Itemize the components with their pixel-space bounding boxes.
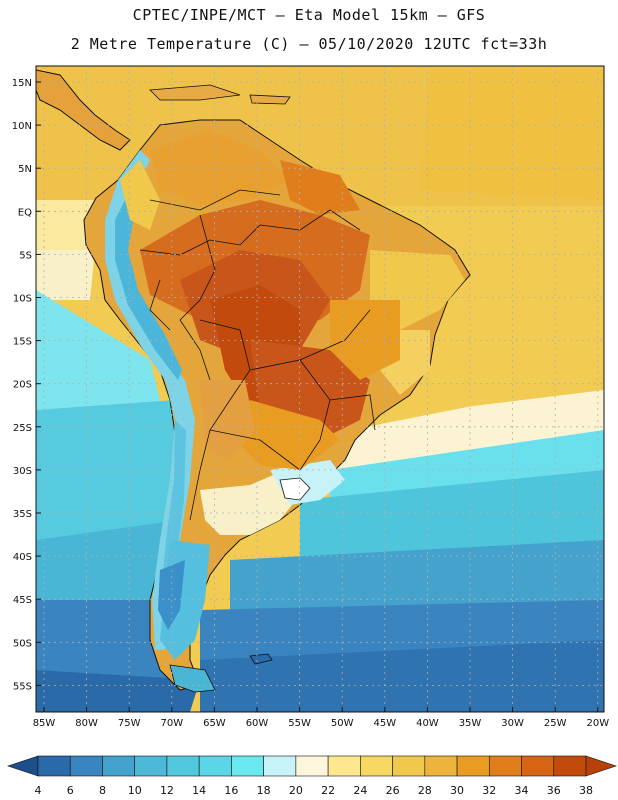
lat-tick-label: EQ (18, 207, 32, 218)
colorbar-swatch (488, 755, 522, 777)
lat-tick-label: 5N (18, 164, 32, 175)
colorbar-swatch (134, 755, 168, 777)
latitude-axis: 15N 10N 5N EQ 5S 10S 15S 20S 25S 30S 35S 40S 45S 50S 5… (12, 78, 41, 692)
colorbar-tick-label: 22 (321, 784, 335, 797)
lat-tick-label: 35S (13, 509, 32, 520)
lat-tick-label: 20S (13, 380, 32, 391)
colorbar-tick-label: 32 (482, 784, 496, 797)
chart-title-line1: CPTEC/INPE/MCT – Eta Model 15km – GFS (132, 6, 486, 24)
colorbar-swatch (69, 755, 103, 777)
colorbar-tick-label: 10 (128, 784, 142, 797)
lat-tick-label: 10N (12, 121, 32, 132)
colorbar-tick-label: 12 (160, 784, 174, 797)
lon-tick-label: 40W (416, 718, 439, 729)
colorbar-swatch (102, 755, 136, 777)
colorbar-swatch (424, 755, 458, 777)
lon-tick-label: 80W (75, 718, 98, 729)
lon-tick-label: 30W (501, 718, 524, 729)
lon-tick-label: 20W (586, 718, 609, 729)
colorbar-tick-label: 18 (257, 784, 271, 797)
lat-tick-label: 15N (12, 78, 32, 89)
colorbar-tick-label: 26 (386, 784, 400, 797)
colorbar-swatch (553, 755, 587, 777)
colorbar-swatch (37, 755, 71, 777)
map-grid (36, 66, 604, 712)
colorbar-tick-label: 16 (224, 784, 238, 797)
lon-tick-label: 70W (160, 718, 183, 729)
lat-tick-label: 55S (13, 681, 32, 692)
lat-tick-label: 10S (13, 294, 32, 305)
colorbar-tick-label: 20 (289, 784, 303, 797)
colorbar-tick-label: 8 (99, 784, 106, 797)
lon-tick-label: 35W (459, 718, 482, 729)
lat-tick-label: 5S (19, 250, 32, 261)
colorbar-tick-label: 36 (547, 784, 561, 797)
colorbar-swatch (198, 755, 232, 777)
colorbar-tick-label: 14 (192, 784, 206, 797)
colorbar-swatch (327, 755, 361, 777)
lon-tick-label: 45W (373, 718, 396, 729)
longitude-axis: 85W 80W 75W 70W 65W 60W 55W 50W 45W 40W 35W 30W 25W 2… (33, 707, 609, 729)
map-field (36, 66, 604, 712)
colorbar-tick-label: 34 (515, 784, 529, 797)
lat-tick-label: 45S (13, 595, 32, 606)
colorbar-swatch (231, 755, 264, 777)
colorbar-tick-label: 6 (67, 784, 74, 797)
colorbar-swatch (166, 755, 200, 777)
lat-tick-label: 40S (13, 552, 32, 563)
lon-tick-label: 55W (288, 718, 311, 729)
chart-title-line2: 2 Metre Temperature (C) – 05/10/2020 12U… (70, 35, 548, 53)
lon-tick-label: 50W (331, 718, 354, 729)
colorbar-tick-label: 38 (579, 784, 593, 797)
colorbar-tick-label: 30 (450, 784, 464, 797)
colorbar-swatch (456, 755, 490, 777)
colorbar-swatch (263, 755, 297, 777)
lat-tick-label: 30S (13, 466, 32, 477)
colorbar-swatch (360, 755, 393, 777)
lat-tick-label: 25S (13, 423, 32, 434)
colorbar-swatch (295, 755, 329, 777)
colorbar-tick-label: 24 (353, 784, 367, 797)
colorbar: 4 6 8 10 12 14 16 18 20 22 24 26 28 30 32 34 36 38 (7, 755, 617, 797)
lon-tick-label: 60W (246, 718, 269, 729)
colorbar-over-arrow (585, 755, 617, 777)
map-frame (35, 65, 605, 713)
colorbar-tick-label: 4 (35, 784, 42, 797)
lat-tick-label: 15S (13, 337, 32, 348)
colorbar-under-arrow (7, 755, 39, 777)
lon-tick-label: 65W (203, 718, 226, 729)
lon-tick-label: 85W (33, 718, 56, 729)
colorbar-swatch (392, 755, 426, 777)
colorbar-swatch (521, 755, 555, 777)
colorbar-tick-label: 28 (418, 784, 432, 797)
lon-tick-label: 25W (544, 718, 567, 729)
lon-tick-label: 75W (118, 718, 141, 729)
lat-tick-label: 50S (13, 638, 32, 649)
